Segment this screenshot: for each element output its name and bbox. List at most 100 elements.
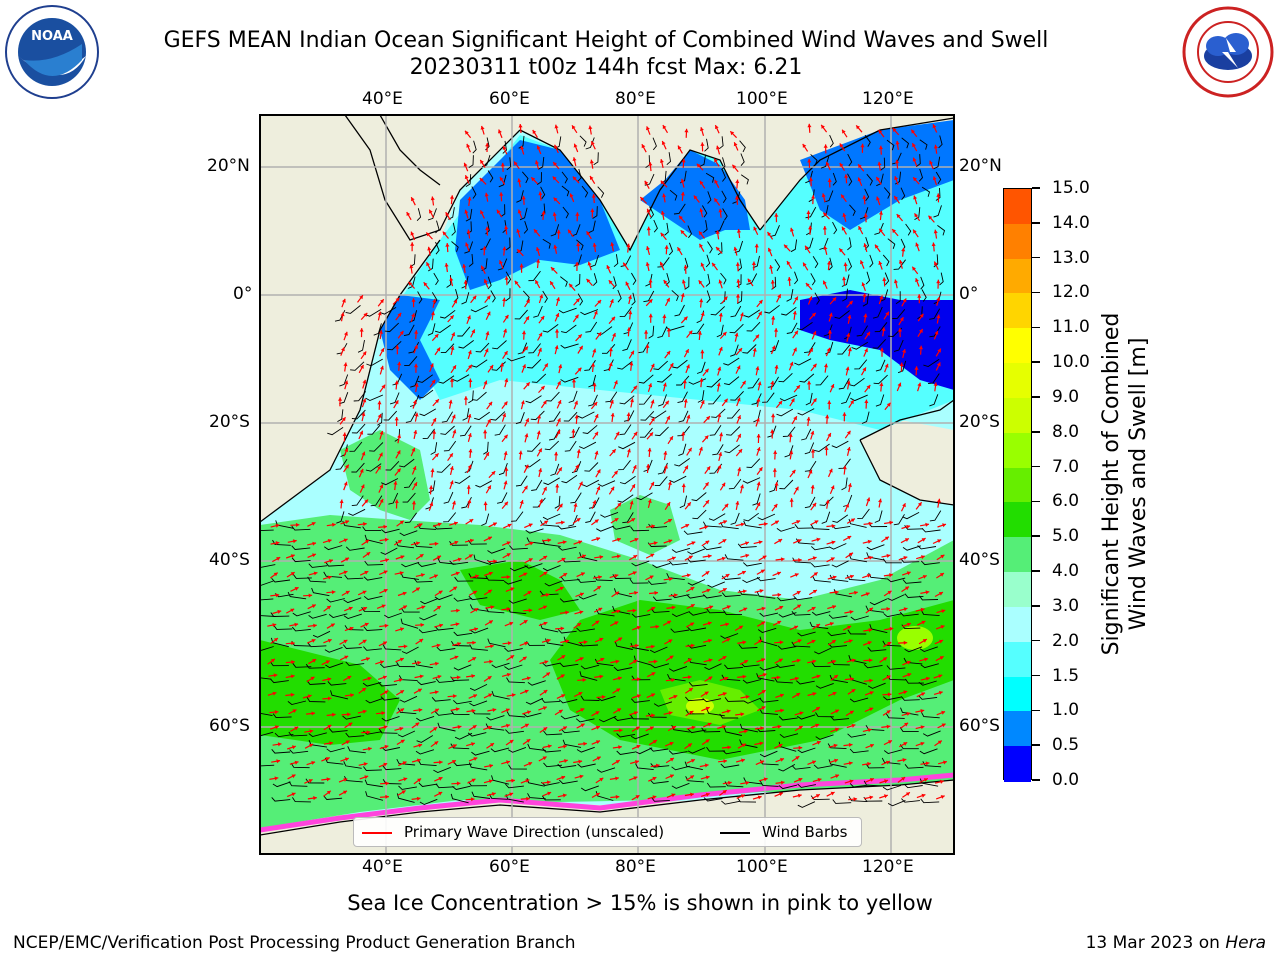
wave-direction-arrowhead	[912, 143, 916, 148]
wave-direction-arrowhead	[705, 792, 710, 797]
wave-direction-arrowhead	[419, 674, 424, 679]
wave-direction-arrowhead	[887, 642, 892, 646]
wave-direction-arrowhead	[360, 364, 364, 369]
wind-barb	[793, 595, 813, 601]
wind-barb	[450, 793, 469, 804]
wave-direction-arrowhead	[344, 380, 349, 385]
wave-direction-arrowhead	[598, 575, 602, 580]
wave-direction-arrowhead	[827, 433, 831, 437]
wave-direction-arrowhead	[925, 522, 929, 527]
wind-barb	[580, 785, 599, 792]
wave-direction-arrowhead	[290, 554, 295, 559]
wind-barb	[402, 492, 416, 503]
wave-direction-arrowhead	[511, 693, 516, 698]
wave-direction-arrowhead	[777, 724, 782, 729]
wave-direction-arrowhead	[831, 640, 836, 644]
wave-direction-arrowhead	[616, 609, 621, 614]
wave-direction-arrowhead	[747, 278, 752, 283]
wind-barb	[260, 677, 272, 680]
wave-direction-arrowhead	[499, 260, 503, 265]
wind-barb	[742, 679, 762, 684]
wind-barb	[469, 683, 488, 691]
wind-barb	[377, 412, 383, 426]
wind-barb	[844, 326, 852, 340]
map-frame	[259, 114, 955, 855]
wind-barb	[815, 682, 834, 689]
wave-direction-arrowhead	[778, 743, 783, 748]
lon-label-top: 120°E	[862, 89, 914, 109]
wind-barb	[336, 511, 345, 524]
wind-barb	[726, 426, 741, 436]
wave-direction-arrowhead	[756, 447, 761, 452]
wind-barb	[468, 253, 474, 267]
wave-direction-arrowhead	[359, 328, 364, 332]
wind-barb	[904, 593, 924, 598]
wind-barb	[436, 646, 456, 652]
wind-barb	[933, 205, 942, 218]
wave-direction-arrowhead	[797, 604, 801, 609]
wind-barb	[720, 633, 739, 639]
wind-barb	[521, 171, 529, 184]
wind-barb	[851, 341, 869, 350]
wind-barb	[905, 223, 912, 236]
wind-barb	[782, 426, 796, 437]
wind-barb	[654, 426, 669, 437]
wind-barb	[746, 321, 761, 332]
wave-direction-arrowhead	[462, 264, 467, 268]
wave-direction-arrowhead	[457, 557, 462, 562]
wind-barb	[794, 358, 812, 366]
wave-direction-arrowhead	[666, 297, 670, 302]
wind-barb	[579, 671, 598, 681]
wave-direction-arrowhead	[313, 623, 317, 628]
wave-direction-arrowhead	[940, 625, 945, 629]
wave-direction-arrowhead	[543, 621, 548, 626]
wave-direction-arrowhead	[898, 260, 903, 264]
wind-barb	[886, 139, 895, 151]
wind-barb	[669, 560, 688, 566]
wave-direction-arrowhead	[774, 520, 779, 525]
wind-barb	[514, 309, 528, 320]
wave-direction-arrowhead	[721, 725, 726, 729]
wind-barb	[856, 325, 868, 337]
wave-direction-arrowhead	[870, 743, 874, 748]
wave-direction-arrowhead	[343, 481, 348, 486]
wave-direction-arrowhead	[499, 192, 504, 196]
wind-barb	[631, 292, 636, 306]
wind-barb	[383, 410, 398, 421]
wave-direction-arrowhead	[576, 449, 581, 454]
wind-barb	[631, 560, 650, 567]
wave-direction-arrowhead	[413, 363, 419, 368]
wave-direction-arrowhead	[759, 741, 764, 746]
wind-barb	[832, 172, 837, 186]
wave-direction-arrowhead	[778, 539, 783, 543]
wave-direction-arrowhead	[815, 707, 820, 711]
wind-barb	[260, 764, 275, 767]
wind-barb	[702, 698, 722, 703]
wave-direction-arrowhead	[660, 232, 665, 237]
wave-direction-arrowhead	[544, 660, 549, 665]
wind-barb	[491, 690, 510, 700]
wind-barb	[561, 324, 577, 334]
wave-direction-arrowhead	[290, 572, 295, 576]
wind-barb	[272, 713, 292, 719]
wave-direction-arrowhead	[519, 500, 524, 504]
wave-direction-arrowhead	[732, 164, 737, 169]
wind-barb	[635, 747, 653, 755]
wind-barb	[308, 613, 327, 619]
wave-direction-arrowhead	[733, 246, 738, 251]
wave-direction-arrowhead	[755, 366, 760, 371]
wave-direction-arrowhead	[723, 398, 728, 403]
wind-barb	[757, 513, 776, 521]
wind-barb	[471, 391, 487, 401]
wind-barb	[427, 258, 434, 272]
wind-barb	[380, 696, 400, 701]
wave-direction-arrowhead	[522, 364, 526, 369]
wind-barb	[498, 174, 507, 188]
wind-barb	[880, 157, 886, 171]
wave-direction-arrowhead	[671, 556, 676, 561]
wind-barb	[581, 479, 600, 487]
wave-direction-arrowhead	[835, 709, 839, 714]
wind-barb	[874, 510, 883, 523]
wave-direction-arrowhead	[514, 280, 519, 285]
wind-barb	[585, 511, 596, 523]
